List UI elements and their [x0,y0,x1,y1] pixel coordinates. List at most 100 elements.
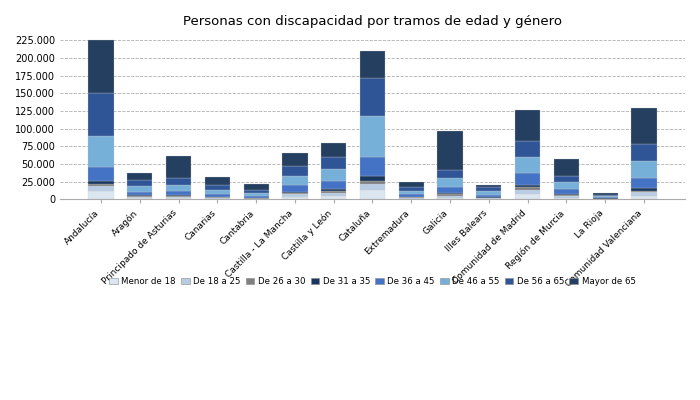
Bar [127,195,153,196]
Bar [631,160,657,178]
Bar [399,194,424,197]
Bar [204,190,230,194]
Bar [166,191,191,195]
Bar [476,188,501,191]
Bar [88,40,113,94]
Bar [282,185,307,192]
Bar [127,196,153,197]
Bar [282,197,307,200]
Bar [399,187,424,191]
Bar [321,157,346,170]
Bar [282,153,307,166]
Bar [438,170,463,178]
Bar [476,191,501,194]
Bar [476,197,501,198]
Bar [438,188,463,193]
Bar [282,192,307,194]
Bar [88,186,113,191]
Bar [88,184,113,186]
Bar [593,195,618,196]
Bar [127,192,153,195]
Bar [554,189,579,194]
Bar [321,170,346,181]
Bar [166,197,191,198]
Bar [554,196,579,198]
Bar [360,116,385,157]
Bar [438,194,463,196]
Bar [360,157,385,176]
Bar [593,192,618,195]
Bar [204,177,230,185]
Bar [438,131,463,170]
Bar [399,198,424,200]
Bar [399,182,424,187]
Bar [321,142,346,157]
Bar [204,198,230,200]
Bar [244,199,269,200]
Bar [127,173,153,180]
Bar [438,193,463,194]
Bar [282,176,307,185]
Bar [360,51,385,78]
Bar [554,182,579,189]
Bar [515,110,540,142]
Bar [127,197,153,198]
Bar [321,191,346,193]
Bar [204,197,230,198]
Bar [282,194,307,197]
Bar [127,186,153,192]
Bar [515,157,540,173]
Bar [321,189,346,191]
Bar [515,190,540,194]
Bar [88,136,113,167]
Bar [360,78,385,116]
Bar [360,184,385,190]
Bar [166,185,191,191]
Bar [166,156,191,178]
Bar [360,190,385,200]
Bar [244,198,269,199]
Bar [515,142,540,157]
Bar [554,159,579,176]
Bar [476,198,501,199]
Bar [631,191,657,192]
Bar [166,196,191,197]
Bar [554,194,579,195]
Bar [515,188,540,190]
Bar [88,94,113,136]
Bar [399,197,424,198]
Bar [127,198,153,200]
Bar [88,191,113,200]
Bar [360,176,385,181]
Bar [438,178,463,188]
Bar [476,185,501,188]
Bar [515,185,540,188]
Bar [631,108,657,144]
Bar [244,190,269,193]
Bar [631,188,657,191]
Bar [321,193,346,196]
Bar [631,196,657,200]
Bar [515,194,540,200]
Legend: Menor de 18, De 18 a 25, De 26 a 30, De 31 a 35, De 36 a 45, De 46 a 55, De 56 a: Menor de 18, De 18 a 25, De 26 a 30, De … [106,274,639,290]
Bar [554,195,579,196]
Bar [631,144,657,160]
Bar [204,185,230,190]
Bar [166,195,191,196]
Bar [321,181,346,189]
Bar [554,198,579,200]
Bar [88,167,113,181]
Bar [166,178,191,185]
Bar [166,198,191,200]
Bar [399,191,424,194]
Bar [438,196,463,198]
Bar [631,178,657,188]
Bar [244,196,269,198]
Bar [360,181,385,184]
Bar [515,173,540,185]
Bar [321,196,346,200]
Bar [593,196,618,198]
Bar [244,193,269,196]
Bar [88,181,113,184]
Bar [476,199,501,200]
